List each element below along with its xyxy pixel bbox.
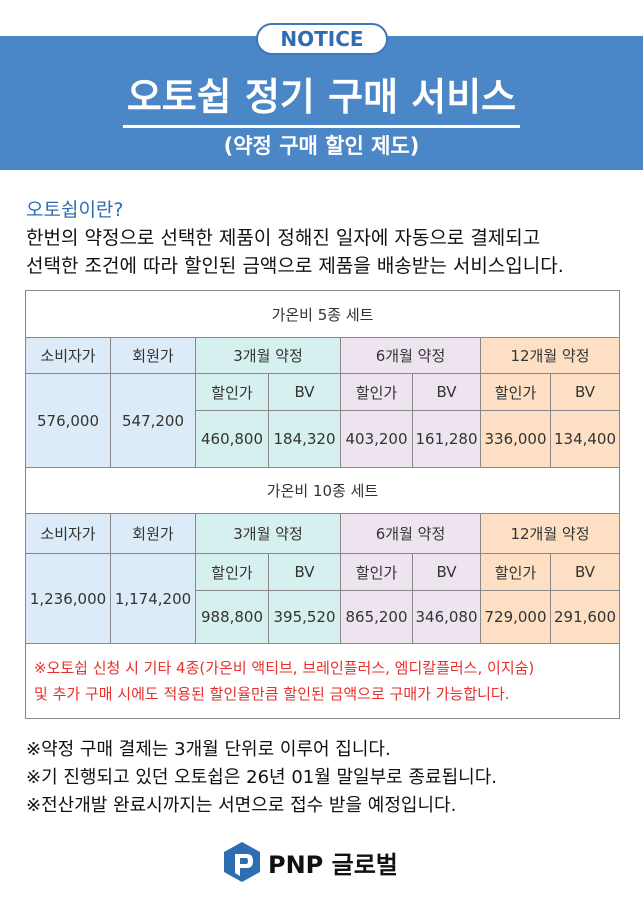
price-cell: 547,200	[110, 373, 196, 468]
table-row: 가온비 10종 세트	[24, 467, 621, 514]
column-header: 6개월 약정	[340, 513, 481, 554]
subcolumn-header: 할인가	[340, 373, 413, 411]
subcolumn-header: 할인가	[480, 373, 551, 411]
table-note-line: 및 추가 구매 시에도 적용된 할인율만큼 할인된 금액으로 구매가 가능합니다…	[34, 685, 510, 703]
price-cell: 184,320	[268, 410, 341, 468]
table-row: 소비자가 회원가 3개월 약정 6개월 약정 12개월 약정	[25, 513, 621, 554]
subcolumn-header: 할인가	[195, 373, 269, 411]
intro-line: 선택한 조건에 따라 할인된 금액으로 제품을 배송받는 서비스입니다.	[26, 255, 564, 277]
price-cell: 291,600	[549, 590, 621, 644]
intro-heading: 오토쉽이란?	[26, 199, 124, 221]
logo-icon	[224, 842, 260, 882]
column-header: 6개월 약정	[340, 337, 481, 374]
column-header: 3개월 약정	[195, 337, 341, 374]
table-note-line: ※오토쉽 신청 시 기타 4종(가온비 액티브, 브레인플러스, 엠디칼플러스,…	[34, 659, 535, 677]
price-cell: 336,000	[480, 410, 551, 468]
price-cell: 729,000	[480, 590, 551, 644]
table-row: 576,000 547,200 할인가 BV 할인가 BV 할인가 BV	[25, 373, 621, 468]
title-text: 오토쉽 정기 구매 서비스	[122, 75, 521, 128]
badge: NOTICE	[256, 23, 388, 55]
subtitle: (약정 구매 할인 제도)	[223, 134, 420, 158]
table-row: 소비자가 회원가 3개월 약정 6개월 약정 12개월 약정	[25, 337, 621, 374]
table-row: 가온비 5종 세트	[24, 290, 621, 338]
subcolumn-header: BV	[268, 553, 341, 591]
column-header: 소비자가	[25, 337, 111, 374]
column-header: 소비자가	[25, 513, 111, 554]
price-cell: 1,174,200	[110, 553, 196, 644]
price-cell: 1,236,000	[25, 553, 111, 644]
set-title: 가온비 10종 세트	[24, 467, 621, 514]
subcolumn-header: BV	[412, 553, 481, 591]
table-row: 988,800 395,520 865,200 346,080 729,000 291,6…	[26, 590, 621, 644]
set-title: 가온비 5종 세트	[24, 290, 621, 338]
subcolumn-header: BV	[549, 373, 621, 411]
brand: PNP 글로벌	[268, 851, 398, 879]
subcolumn-header: 할인가	[340, 553, 413, 591]
column-header: 회원가	[110, 337, 196, 374]
column-header: 회원가	[110, 513, 196, 554]
price-cell: 988,800	[195, 590, 269, 644]
intro-line: 한번의 약정으로 선택한 제품이 정해진 일자에 자동으로 결제되고	[26, 227, 541, 249]
column-header: 3개월 약정	[195, 513, 341, 554]
note-line: ※전산개발 완료시까지는 서면으로 접수 받을 예정입니다.	[26, 795, 457, 816]
price-cell: 161,280	[412, 410, 481, 468]
note-line: ※기 진행되고 있던 오토쉽은 26년 01월 말일부로 종료됩니다.	[26, 767, 497, 788]
price-cell: 576,000	[25, 373, 111, 468]
price-table: 가온비 5종 세트 소비자가 회원가 3개월 약정 6개월 약정 12개월 약정 576,0…	[24, 290, 621, 719]
subcolumn-header: 할인가	[480, 553, 551, 591]
price-cell: 395,520	[268, 590, 341, 644]
table-row: ※오토쉽 신청 시 기타 4종(가온비 액티브, 브레인플러스, 엠디칼플러스,…	[24, 643, 621, 719]
price-cell: 403,200	[340, 410, 413, 468]
column-header: 12개월 약정	[479, 337, 621, 374]
price-cell: 346,080	[412, 590, 481, 644]
subcolumn-header: BV	[549, 553, 621, 591]
subcolumn-header: BV	[268, 373, 341, 411]
subcolumn-header: BV	[412, 373, 481, 411]
subcolumn-header: 할인가	[195, 553, 269, 591]
price-cell: 865,200	[340, 590, 413, 644]
note-line: ※약정 구매 결제는 3개월 단위로 이루어 집니다.	[26, 739, 391, 760]
price-cell: 460,800	[195, 410, 269, 468]
table-row: 1,236,000 1,174,200 할인가 BV 할인가 BV 할인가 BV	[25, 553, 621, 644]
header-band	[0, 36, 643, 170]
table-row: 460,800 184,320 403,200 161,280 336,000 134,4…	[26, 410, 621, 468]
price-cell: 134,400	[549, 410, 621, 468]
title: 오토쉽 정기 구매 서비스	[0, 66, 643, 128]
table-note: ※오토쉽 신청 시 기타 4종(가온비 액티브, 브레인플러스, 엠디칼플러스,…	[24, 643, 621, 719]
column-header: 12개월 약정	[479, 513, 621, 554]
